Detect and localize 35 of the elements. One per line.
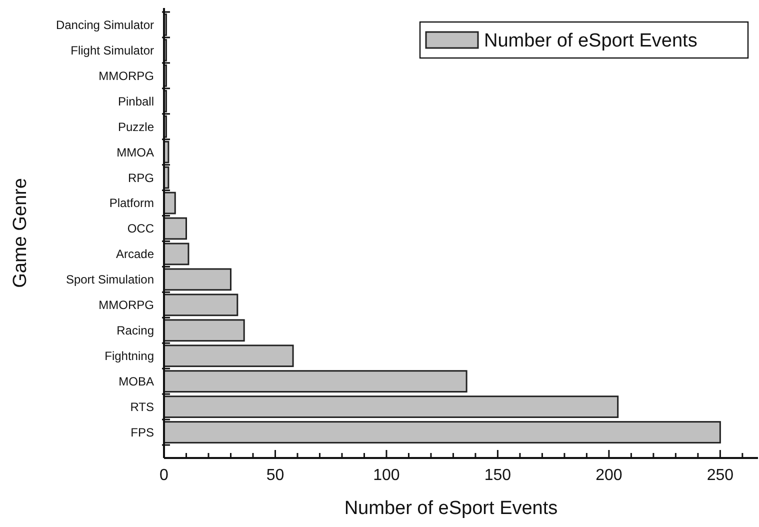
y-tick-label: MOBA	[118, 374, 154, 389]
y-tick-label: Puzzle	[118, 120, 154, 134]
bar	[163, 344, 294, 368]
y-tick-label: RPG	[128, 170, 154, 185]
y-tick-label: OCC	[127, 222, 154, 236]
bar	[163, 370, 468, 393]
y-tick-label: RTS	[130, 400, 154, 414]
x-axis-title: Number of eSport Events	[344, 498, 558, 519]
y-axis-title: Game Genre	[10, 178, 31, 288]
bar	[163, 396, 619, 418]
bar	[163, 319, 245, 342]
y-tick-label: MMORPG	[98, 68, 154, 83]
bar	[163, 268, 232, 291]
legend-label: Number of eSport Events	[484, 30, 698, 52]
y-tick-label: Sport Simulation	[66, 272, 154, 287]
bar	[163, 242, 190, 266]
y-tick-label: MMOA	[116, 145, 154, 160]
y-tick-label: Racing	[116, 324, 154, 338]
y-tick-label: Dancing Simulator	[56, 18, 154, 32]
y-tick-label: Fightning	[104, 349, 154, 364]
y-tick-label: Pinball	[118, 94, 154, 108]
bar	[163, 421, 721, 444]
y-tick-label: FPS	[130, 425, 154, 440]
y-tick-label: MMORPG	[98, 298, 154, 312]
x-tick-label: 200	[596, 467, 622, 484]
x-tick-label: 0	[160, 467, 169, 484]
bar	[163, 217, 187, 240]
x-tick-label: 250	[706, 467, 734, 484]
y-tick-label: Flight Simulator	[70, 43, 154, 58]
y-tick-label: Platform	[109, 196, 154, 210]
bar	[163, 294, 238, 316]
x-tick-label: 50	[266, 467, 284, 484]
x-tick-label: 150	[484, 467, 512, 484]
y-tick-label: Arcade	[116, 247, 154, 262]
x-tick-label: 100	[373, 467, 400, 484]
